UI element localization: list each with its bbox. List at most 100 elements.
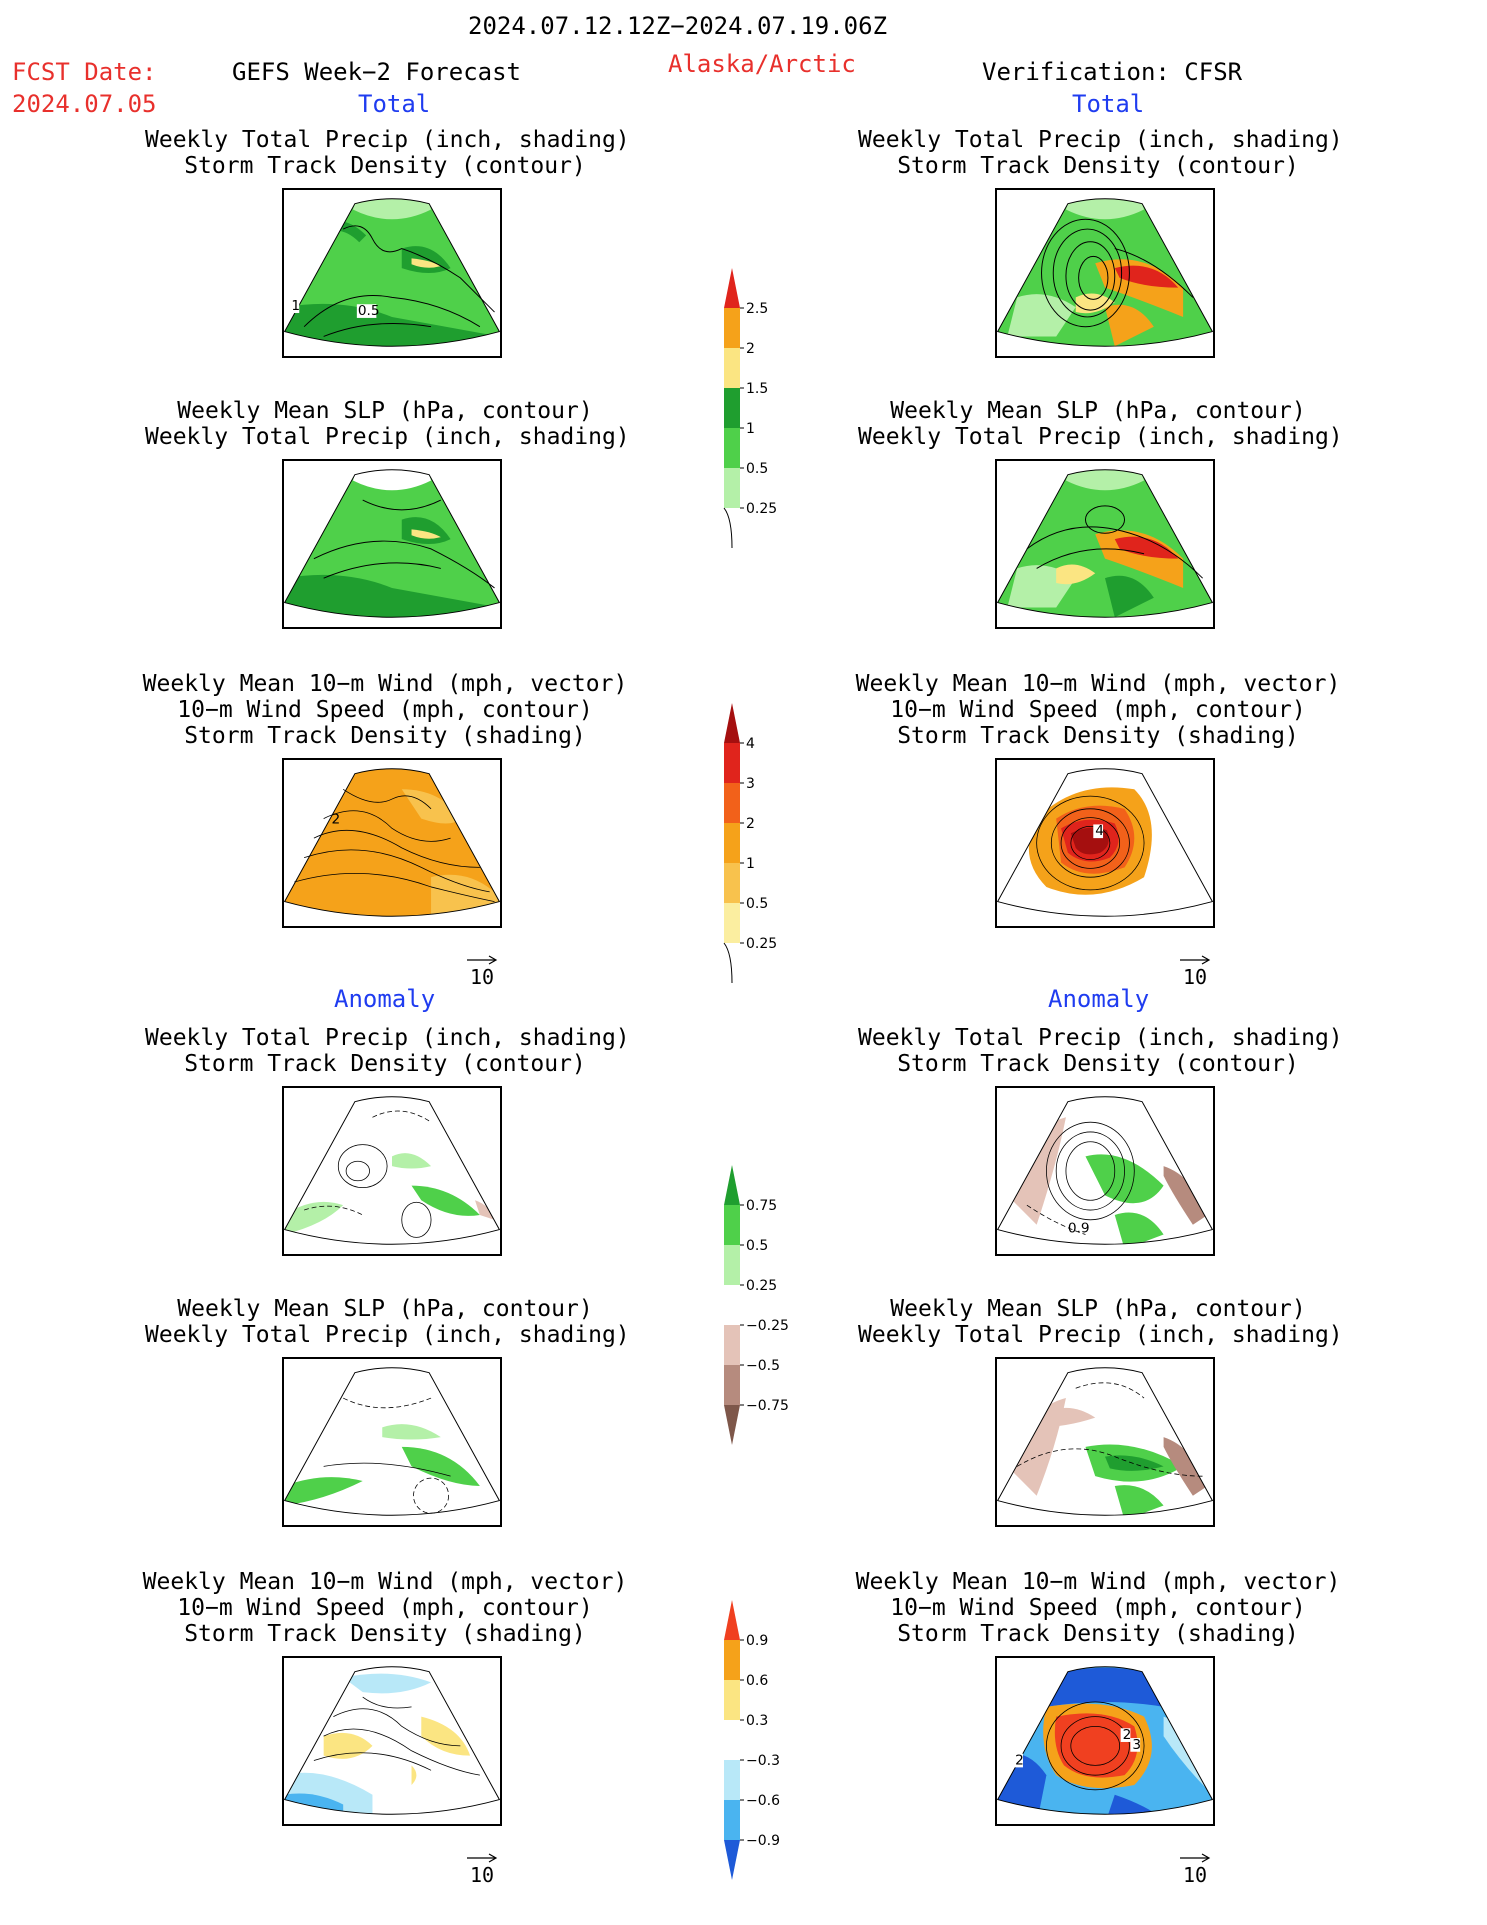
colorbar-segment — [724, 388, 740, 428]
title-line: Weekly Total Precip (inch, shading) — [145, 1025, 630, 1051]
fcst-date-label: FCST Date: — [12, 58, 157, 86]
title-line: Storm Track Density (contour) — [897, 1051, 1299, 1077]
panel-title-l3: Weekly Mean 10−m Wind (mph, vector) 10−m… — [115, 671, 655, 749]
colorbar-segment — [724, 703, 740, 743]
map-graphic — [997, 469, 1213, 618]
valid-period: 2024.07.12.12Z−2024.07.19.06Z — [468, 12, 888, 40]
map-graphic — [284, 1367, 500, 1516]
vector-arrow-icon — [467, 955, 498, 965]
map-anom-precip-track-cfsr: 0.9 — [995, 1086, 1215, 1256]
map-total-wind-density-cfsr: 4 — [995, 758, 1215, 928]
colorbar-segment — [724, 1405, 740, 1445]
panel-title-l1: Weekly Total Precip (inch, shading) Stor… — [145, 127, 630, 179]
contour-label: 0.5 — [358, 303, 380, 319]
panel-title-l5: Weekly Mean SLP (hPa, contour) Weekly To… — [145, 1296, 630, 1348]
colorbar-segment — [724, 863, 740, 903]
panel-title-r4: Weekly Total Precip (inch, shading) Stor… — [858, 1025, 1343, 1077]
section-anomaly-right: Anomaly — [1048, 985, 1150, 1013]
vector-scale-r6: 10 — [1165, 1853, 1225, 1887]
colorbar-label: −0.75 — [746, 1398, 789, 1414]
colorbar-segment — [724, 743, 740, 783]
map-graphic: 1 0.5 — [284, 198, 500, 347]
colorbar-segment — [724, 1680, 740, 1720]
colorbar-tail — [723, 507, 733, 549]
map-graphic — [284, 1666, 500, 1815]
colorbar-label: 2 — [746, 341, 755, 357]
vector-scale-label: 10 — [1182, 1863, 1208, 1887]
verification-label: Verification: CFSR — [982, 58, 1243, 86]
panel-title-r3: Weekly Mean 10−m Wind (mph, vector) 10−m… — [828, 671, 1368, 749]
colorbar-segment — [724, 1720, 740, 1760]
contour-label-box — [356, 304, 377, 318]
panel-title-r6: Weekly Mean 10−m Wind (mph, vector) 10−m… — [828, 1569, 1368, 1647]
map-anom-wind-density-cfsr: 2 2 3 — [995, 1656, 1215, 1826]
map-total-wind-density-gefs: 2 — [282, 758, 502, 928]
title-line: Weekly Mean SLP (hPa, contour) — [177, 1296, 593, 1322]
title-line: Storm Track Density (contour) — [897, 153, 1299, 179]
colorbar-segment — [724, 1205, 740, 1245]
contour-label: 3 — [1132, 1737, 1141, 1753]
panel-title-r5: Weekly Mean SLP (hPa, contour) Weekly To… — [858, 1296, 1343, 1348]
contour-label: 2 — [1015, 1752, 1024, 1768]
colorbar-precip-total: 2.5 2 1.5 1 0.5 0.25 — [716, 268, 826, 562]
colorbar-label: 2.5 — [746, 301, 768, 317]
contour-label: 2 — [331, 811, 340, 827]
map-total-precip-track-gefs: 1 0.5 — [282, 188, 502, 358]
map-total-slp-precip-cfsr — [995, 459, 1215, 629]
vector-scale-label: 10 — [1182, 965, 1208, 989]
map-anom-precip-track-gefs — [282, 1086, 502, 1256]
map-anom-wind-density-gefs — [282, 1656, 502, 1826]
title-line: Storm Track Density (shading) — [184, 723, 586, 749]
title-line: 10−m Wind Speed (mph, contour) — [177, 1595, 593, 1621]
colorbar-label: 2 — [746, 816, 755, 832]
colorbar-label: −0.25 — [746, 1318, 789, 1334]
vector-arrow-icon — [467, 1853, 498, 1863]
map-anom-slp-precip-cfsr — [995, 1357, 1215, 1527]
fcst-date-value: 2024.07.05 — [12, 90, 157, 118]
map-anom-slp-precip-gefs — [282, 1357, 502, 1527]
contour-label: 0.9 — [1068, 1221, 1090, 1237]
colorbar-graphic: 0.9 0.6 0.3 −0.3 −0.6 −0.9 — [724, 1600, 780, 1880]
map-graphic: 2 — [284, 768, 500, 917]
title-line: Weekly Mean 10−m Wind (mph, vector) — [855, 1569, 1341, 1595]
title-line: Weekly Mean 10−m Wind (mph, vector) — [142, 671, 628, 697]
colorbar-segment — [724, 1285, 740, 1325]
colorbar-segment — [724, 783, 740, 823]
colorbar-segment — [724, 1245, 740, 1285]
colorbar-label: 1.5 — [746, 381, 768, 397]
contour-label-box — [289, 299, 300, 314]
forecast-title: GEFS Week−2 Forecast — [232, 58, 521, 86]
contour-label: 4 — [1095, 823, 1104, 839]
colorbar-label: 0.25 — [746, 936, 777, 952]
title-line: Weekly Mean 10−m Wind (mph, vector) — [142, 1569, 628, 1595]
map-graphic: 4 — [997, 768, 1213, 917]
vector-arrow-icon — [1180, 1853, 1211, 1863]
colorbar-segment — [724, 268, 740, 308]
section-total-left: Total — [358, 90, 431, 118]
panel-title-l2: Weekly Mean SLP (hPa, contour) Weekly To… — [145, 398, 630, 450]
colorbar-segment — [724, 348, 740, 388]
colorbar-segment — [724, 428, 740, 468]
colorbar-label: 1 — [746, 421, 755, 437]
title-line: Weekly Total Precip (inch, shading) — [145, 1322, 630, 1348]
colorbar-label: 3 — [746, 776, 755, 792]
colorbar-label: 1 — [746, 856, 755, 872]
contour-label: 2 — [1123, 1727, 1132, 1743]
colorbar-segment — [724, 1165, 740, 1205]
colorbar-label: −0.9 — [746, 1833, 780, 1849]
map-graphic — [284, 469, 500, 618]
title-line: 10−m Wind Speed (mph, contour) — [890, 697, 1306, 723]
colorbar-label: −0.6 — [746, 1793, 780, 1809]
vector-scale-l6: 10 — [452, 1853, 512, 1887]
colorbar-label: 0.6 — [746, 1673, 768, 1689]
colorbar-segment — [724, 1325, 740, 1365]
map-graphic — [284, 1096, 500, 1245]
colorbar-label: 0.5 — [746, 461, 768, 477]
map-graphic — [997, 198, 1213, 347]
vector-scale-label: 10 — [469, 965, 495, 989]
colorbar-label: 0.5 — [746, 1238, 768, 1254]
colorbar-label: 0.25 — [746, 1278, 777, 1294]
title-line: Weekly Mean SLP (hPa, contour) — [890, 1296, 1306, 1322]
contour-label-box — [1130, 1738, 1141, 1752]
colorbar-label: 0.3 — [746, 1713, 768, 1729]
